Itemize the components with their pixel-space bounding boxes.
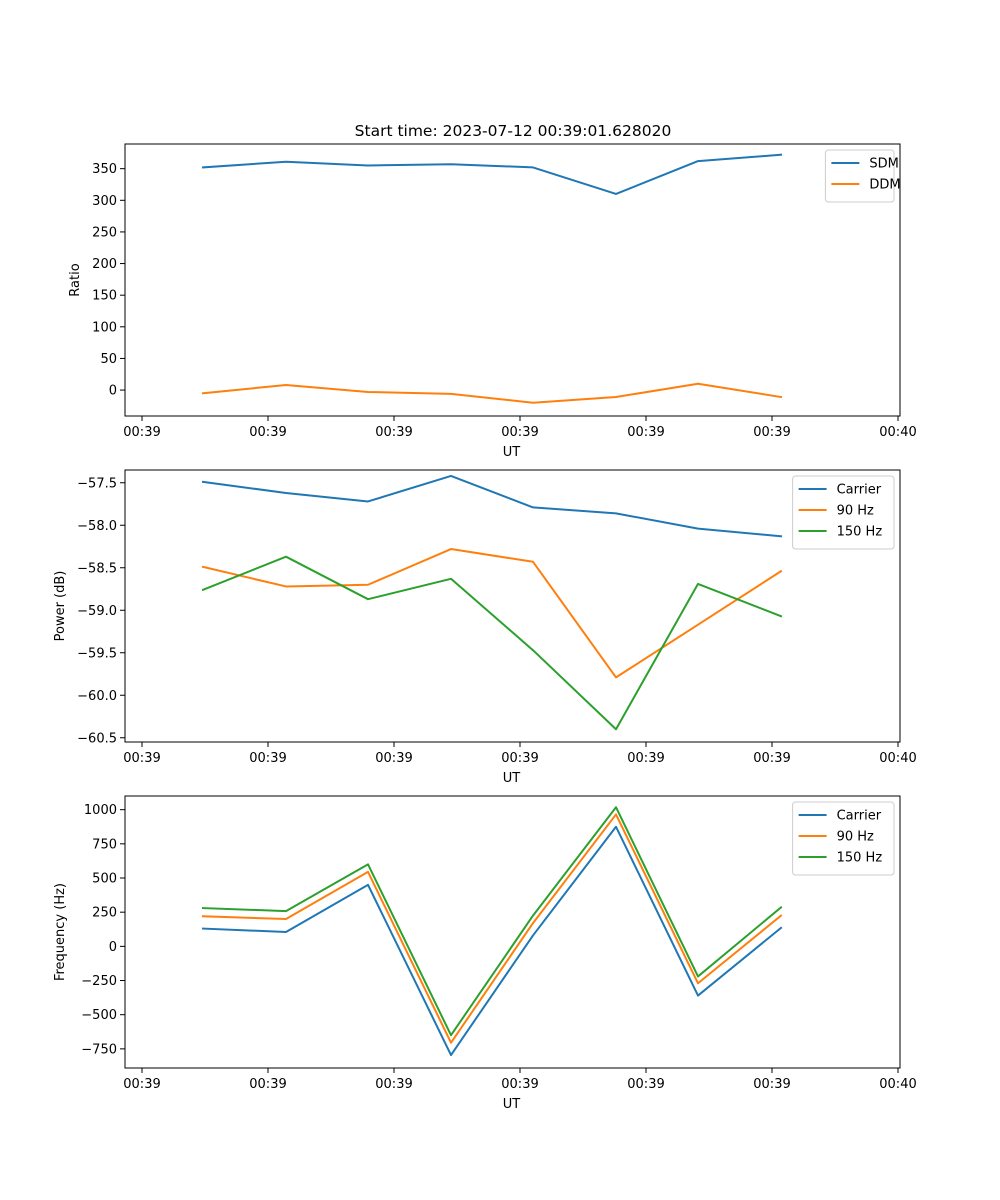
y-tick-label: 1000 <box>84 803 117 818</box>
legend-label: 90 Hz <box>837 830 874 845</box>
x-tick-label: 00:39 <box>375 1077 412 1092</box>
x-tick-label: 00:39 <box>753 425 790 440</box>
axes-frame <box>124 143 901 417</box>
x-tick-label: 00:39 <box>123 1077 160 1092</box>
legend: SDM DDM <box>824 149 901 203</box>
y-tick-label: 200 <box>92 257 117 272</box>
series-line-150-hz <box>201 555 783 731</box>
legend: Carrier 90 Hz 150 Hz <box>792 801 895 876</box>
chart-panel-1: 00:39 00:39 00:39 00:39 00:39 00:39 00:40 0 50 10… <box>68 143 917 460</box>
series-line-90-hz <box>201 813 783 1044</box>
y-tick-label: −750 <box>81 1042 117 1057</box>
legend-label: Carrier <box>837 809 882 824</box>
y-tick-label: −60.5 <box>77 731 117 746</box>
axes-frame <box>124 795 901 1069</box>
x-axis-label: UT <box>503 771 521 786</box>
y-tick-label: −57.5 <box>77 476 117 491</box>
legend-label: 90 Hz <box>837 504 874 519</box>
series-line-ddm <box>201 382 783 404</box>
y-tick-label: −58.5 <box>77 561 117 576</box>
y-tick-label: 150 <box>92 289 117 304</box>
y-tick-label: 250 <box>92 225 117 240</box>
x-tick-label: 00:39 <box>753 1077 790 1092</box>
y-tick-label: 0 <box>109 940 117 955</box>
series-line-carrier <box>201 825 783 1057</box>
y-axis-label: Frequency (Hz) <box>53 883 68 981</box>
x-tick-label: 00:39 <box>249 425 286 440</box>
x-tick-label: 00:40 <box>879 1077 916 1092</box>
x-tick-label: 00:40 <box>879 425 916 440</box>
y-tick-label: 0 <box>109 384 117 399</box>
x-tick-label: 00:39 <box>123 425 160 440</box>
legend-label: 150 Hz <box>837 851 883 866</box>
chart-panel-2: 00:39 00:39 00:39 00:39 00:39 00:39 00:40 −57.5… <box>53 469 917 786</box>
y-tick-label: 750 <box>92 837 117 852</box>
legend: Carrier 90 Hz 150 Hz <box>792 475 895 550</box>
x-tick-label: 00:39 <box>501 1077 538 1092</box>
y-tick-label: 250 <box>92 906 117 921</box>
y-tick-label: 50 <box>100 352 117 367</box>
x-tick-label: 00:39 <box>375 751 412 766</box>
y-tick-label: 100 <box>92 320 117 335</box>
y-tick-label: −250 <box>81 974 117 989</box>
legend-label: 150 Hz <box>837 525 883 540</box>
x-tick-label: 00:39 <box>123 751 160 766</box>
x-tick-label: 00:39 <box>501 751 538 766</box>
x-tick-label: 00:39 <box>753 751 790 766</box>
y-tick-label: 300 <box>92 194 117 209</box>
y-tick-label: −58.0 <box>77 519 117 534</box>
legend-label: SDM <box>869 157 898 172</box>
x-tick-label: 00:39 <box>375 425 412 440</box>
x-tick-label: 00:39 <box>249 751 286 766</box>
y-tick-label: 350 <box>92 162 117 177</box>
series-line-150-hz <box>201 806 783 1037</box>
x-tick-label: 00:39 <box>627 1077 664 1092</box>
x-tick-label: 00:39 <box>249 1077 286 1092</box>
panels: 00:39 00:39 00:39 00:39 00:39 00:39 00:40 0 50 10… <box>53 143 917 1112</box>
legend-label: Carrier <box>837 483 882 498</box>
x-tick-label: 00:39 <box>627 425 664 440</box>
axes-frame <box>124 469 901 743</box>
y-tick-label: −60.0 <box>77 689 117 704</box>
series-line-90-hz <box>201 548 783 679</box>
figure-title: Start time: 2023-07-12 00:39:01.628020 <box>355 122 672 140</box>
x-tick-label: 00:40 <box>879 751 916 766</box>
series-line-carrier <box>201 474 783 538</box>
y-axis-label: Power (dB) <box>53 571 68 642</box>
x-axis-label: UT <box>503 445 521 460</box>
y-tick-label: 500 <box>92 872 117 887</box>
x-axis-label: UT <box>503 1097 521 1112</box>
y-tick-label: −59.5 <box>77 646 117 661</box>
legend-label: DDM <box>869 178 900 193</box>
x-tick-label: 00:39 <box>501 425 538 440</box>
x-tick-label: 00:39 <box>627 751 664 766</box>
y-axis-label: Ratio <box>68 263 83 296</box>
chart-panel-3: 00:39 00:39 00:39 00:39 00:39 00:39 00:40 1000 7… <box>53 795 917 1112</box>
series-line-sdm <box>201 153 783 195</box>
y-tick-label: −500 <box>81 1008 117 1023</box>
y-tick-label: −59.0 <box>77 604 117 619</box>
